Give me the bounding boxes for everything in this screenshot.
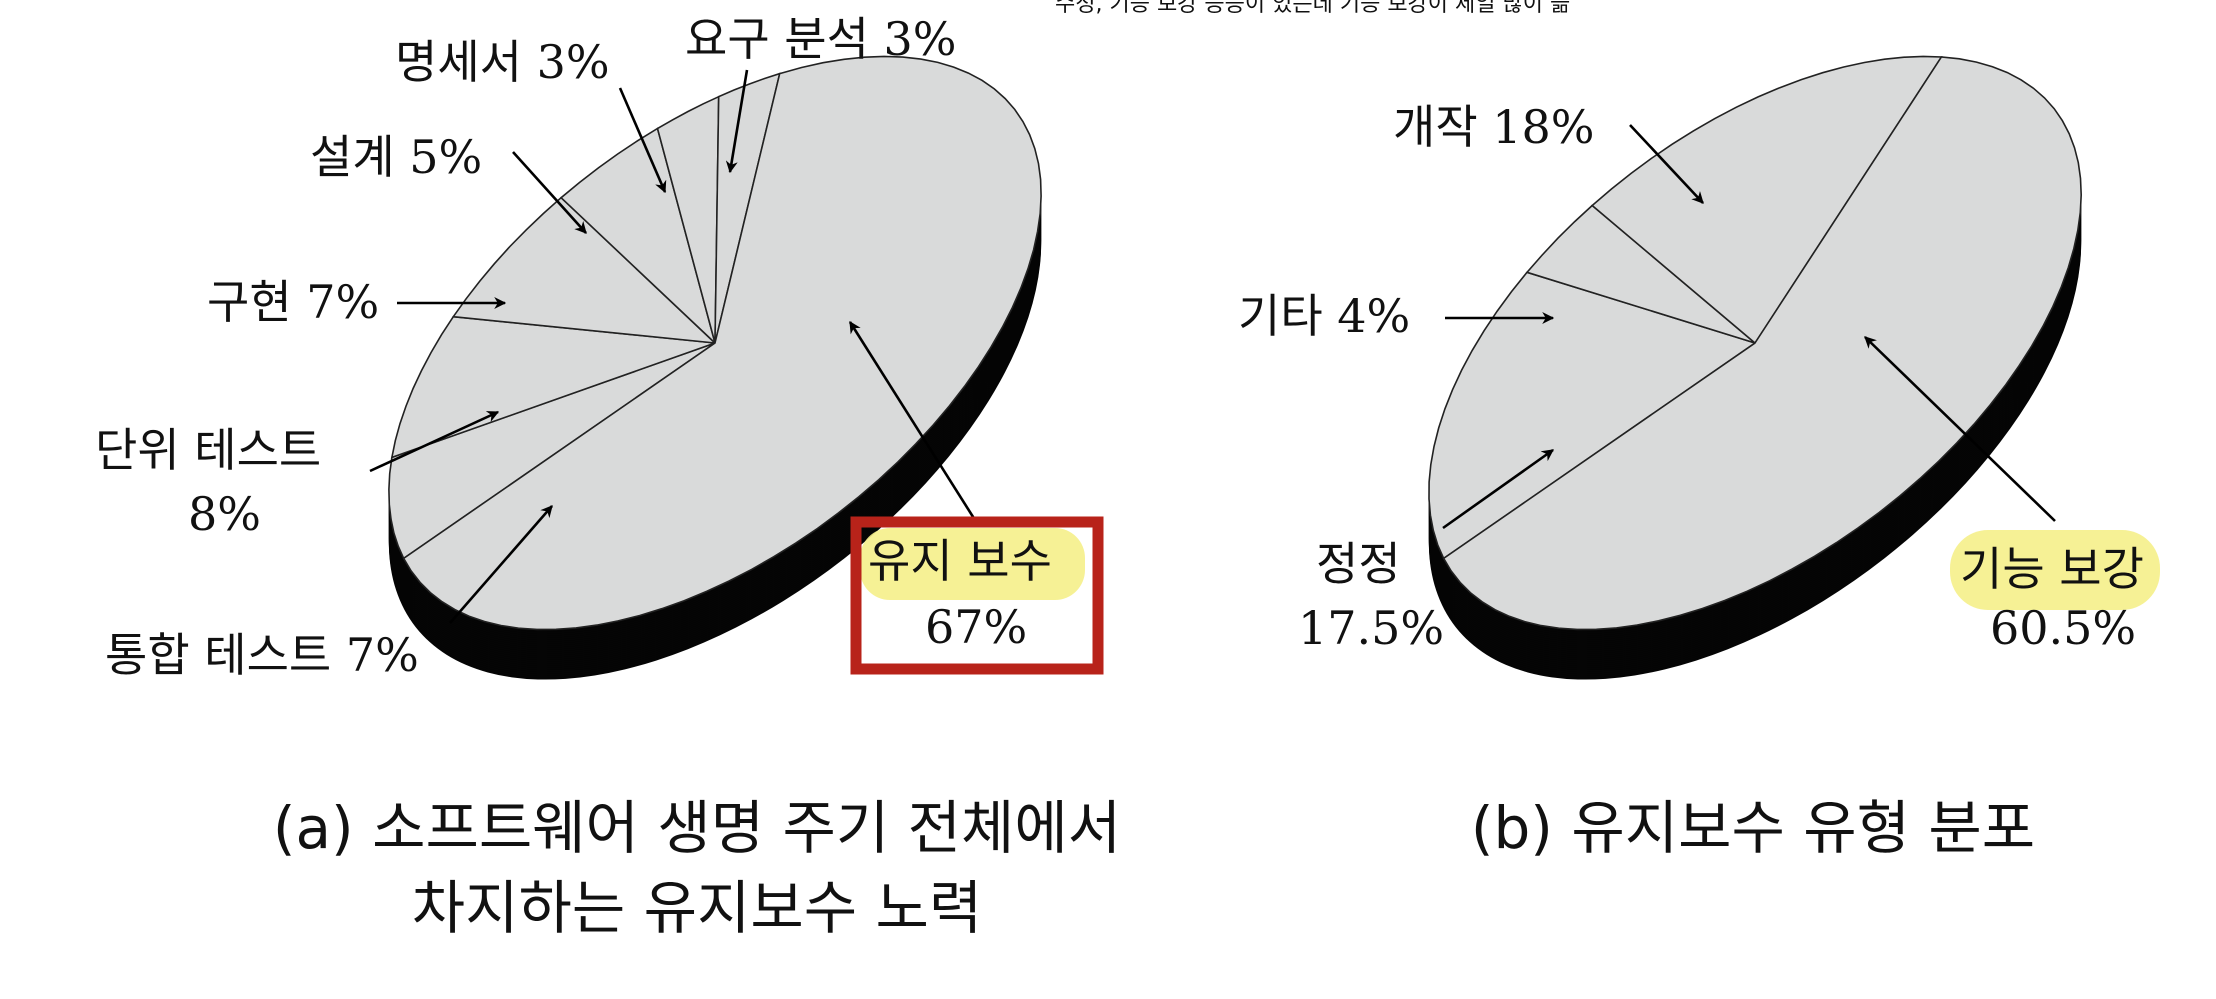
chart-a-subtitle: 차지하는 유지보수 노력	[412, 874, 982, 942]
slice-label-unit-test: 단위 테스트	[95, 423, 321, 477]
slice-label-corrective: 정정	[1316, 537, 1401, 591]
slice-label-integration-test: 통합 테스트 7%	[105, 628, 419, 682]
pie-b-arrows	[1442, 124, 2056, 530]
pie-b-arrow-enhancement	[1864, 336, 2056, 522]
boxed-maintenance-frame	[850, 516, 1104, 675]
pie-a-slices	[388, 55, 1042, 631]
pie-a-arrow-design	[512, 151, 587, 234]
pie-a-arrow-integration-test	[449, 505, 553, 624]
highlight-enhancement	[1950, 530, 2160, 610]
pie-chart-b: 개작 18% 기타 4% 정정 17.5% 기능 보강 60.5% (b) 유지…	[1238, 55, 2160, 862]
pie-a-arrow-specification	[618, 87, 667, 194]
pie-a-slice-통합-테스트	[388, 342, 716, 560]
pie-a-arrow-unit-test	[369, 410, 500, 473]
pie-a-arrow-requirements	[725, 69, 749, 174]
slice-label-implementation: 구현 7%	[207, 275, 379, 329]
pie-a-slice-구현	[451, 196, 718, 345]
pie-b-slice-개작	[1590, 55, 1943, 345]
slice-label-maintenance: 유지 보수	[868, 534, 1052, 588]
slice-value-enhancement: 60.5%	[1990, 601, 2136, 655]
slice-value-corrective: 17.5%	[1298, 601, 1444, 655]
pie-a-slice-단위-테스트	[390, 315, 716, 459]
slice-label-design: 설계 5%	[310, 130, 482, 184]
pie-b-arrow-corrective	[1442, 448, 1554, 530]
slice-label-enhancement: 기능 보강	[1960, 542, 2144, 596]
pie-chart-a: 요구 분석 3% 명세서 3% 설계 5% 구현 7% 단위 테스트 8% 통합…	[95, 12, 1121, 942]
pie-a-slice-유지-보수	[402, 55, 1042, 631]
pie-b-arrow-adaptive	[1629, 124, 1704, 204]
highlight-maintenance	[860, 528, 1085, 600]
slice-value-unit-test: 8%	[188, 487, 261, 541]
slice-label-specification: 명세서 3%	[395, 35, 610, 89]
slice-label-adaptive: 개작 18%	[1393, 100, 1595, 154]
pie-b-slices	[1428, 55, 2083, 631]
chart-b-title: (b) 유지보수 유형 분포	[1471, 794, 2035, 862]
chart-a-title: (a) 소프트웨어 생명 주기 전체에서	[273, 794, 1121, 862]
pie-b-slice-기능-보강	[1442, 56, 2083, 631]
pie-a-arrows	[369, 69, 977, 624]
pie-b-slice-정정	[1428, 271, 1757, 560]
pie-a-slice-설계	[559, 127, 717, 346]
slice-label-other: 기타 4%	[1238, 289, 1410, 343]
slice-label-requirements: 요구 분석 3%	[685, 12, 957, 66]
slice-value-maintenance: 67%	[925, 600, 1027, 654]
pie-a-arrow-maintenance	[848, 320, 977, 521]
top-note: 수정, 기능 보강 등등이 있는데 기능 보강이 제일 많이 듦	[1055, 0, 1570, 17]
